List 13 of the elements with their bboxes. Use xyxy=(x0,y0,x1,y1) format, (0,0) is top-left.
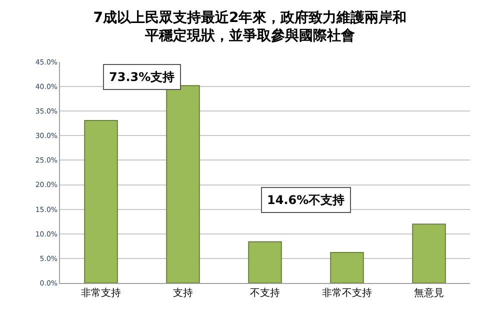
x-tick-label: 非常不支持 xyxy=(322,287,372,299)
x-tick-label: 不支持 xyxy=(250,287,280,299)
bar xyxy=(166,85,200,283)
x-tick-label: 支持 xyxy=(173,287,193,299)
bar xyxy=(248,241,282,283)
bar xyxy=(412,224,446,283)
annotation: 14.6%不支持 xyxy=(267,193,345,207)
bar xyxy=(84,120,118,283)
x-tick-label: 非常支持 xyxy=(81,287,121,299)
chart-title: 7成以上民眾支持最近2年來，政府致力維護兩岸和平穩定現狀，並爭取參與國際社會 xyxy=(93,8,407,44)
annotation: 73.3%支持 xyxy=(109,70,175,84)
x-tick-label: 無意見 xyxy=(414,287,444,299)
bar xyxy=(330,252,364,283)
